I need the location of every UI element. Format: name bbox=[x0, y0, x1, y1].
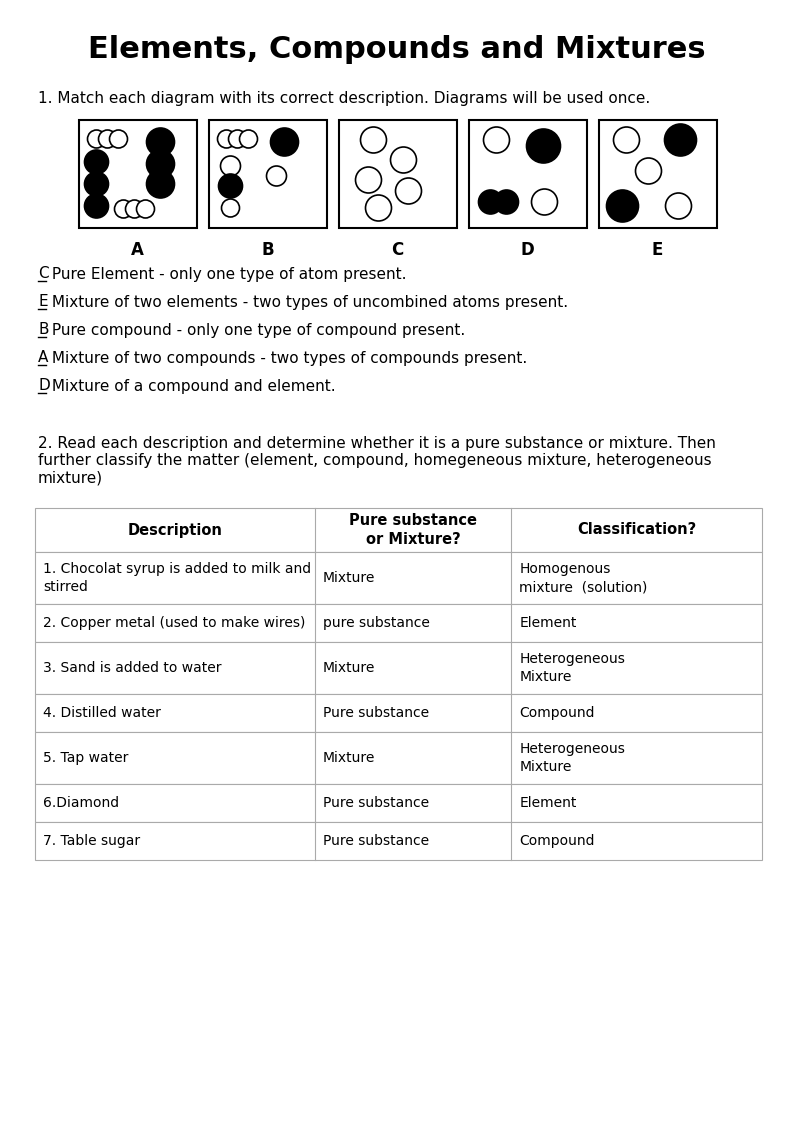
Text: Heterogeneous
Mixture: Heterogeneous Mixture bbox=[519, 652, 625, 684]
Text: Element: Element bbox=[519, 616, 576, 630]
Circle shape bbox=[219, 174, 242, 198]
Text: Element: Element bbox=[519, 796, 576, 811]
Text: 1. Chocolat syrup is added to milk and
stirred: 1. Chocolat syrup is added to milk and s… bbox=[43, 562, 311, 594]
Text: Classification?: Classification? bbox=[577, 522, 696, 537]
Text: Pure substance
or Mixture?: Pure substance or Mixture? bbox=[349, 513, 477, 547]
Bar bbox=[79, 120, 196, 228]
Circle shape bbox=[84, 172, 108, 196]
Circle shape bbox=[146, 128, 174, 156]
Text: Pure substance: Pure substance bbox=[323, 834, 429, 848]
Circle shape bbox=[146, 170, 174, 198]
Circle shape bbox=[99, 130, 117, 148]
Text: B: B bbox=[38, 323, 48, 337]
Circle shape bbox=[355, 166, 382, 193]
Circle shape bbox=[665, 124, 696, 156]
Bar bbox=[35, 508, 762, 552]
Text: 4. Distilled water: 4. Distilled water bbox=[43, 706, 161, 720]
Text: Homogenous
mixture  (solution): Homogenous mixture (solution) bbox=[519, 562, 648, 594]
Bar bbox=[35, 784, 762, 822]
Text: Mixture of two elements - two types of uncombined atoms present.: Mixture of two elements - two types of u… bbox=[47, 294, 568, 309]
Bar bbox=[208, 120, 327, 228]
Circle shape bbox=[607, 190, 638, 222]
Text: Pure substance: Pure substance bbox=[323, 706, 429, 720]
Bar bbox=[35, 822, 762, 860]
Circle shape bbox=[126, 200, 144, 218]
Circle shape bbox=[532, 189, 557, 215]
Circle shape bbox=[222, 200, 239, 217]
Circle shape bbox=[270, 128, 298, 156]
Text: C: C bbox=[38, 267, 48, 282]
Text: E: E bbox=[652, 241, 663, 259]
Text: A: A bbox=[38, 350, 48, 366]
Circle shape bbox=[114, 200, 133, 218]
Text: Mixture: Mixture bbox=[323, 751, 375, 765]
Circle shape bbox=[360, 127, 386, 153]
Circle shape bbox=[137, 200, 154, 218]
Circle shape bbox=[110, 130, 127, 148]
Bar bbox=[35, 552, 762, 604]
Circle shape bbox=[266, 166, 286, 186]
Text: Compound: Compound bbox=[519, 706, 595, 720]
Text: 3. Sand is added to water: 3. Sand is added to water bbox=[43, 661, 222, 675]
Text: Heterogeneous
Mixture: Heterogeneous Mixture bbox=[519, 742, 625, 774]
Circle shape bbox=[239, 130, 258, 148]
Text: 5. Tap water: 5. Tap water bbox=[43, 751, 128, 765]
Bar bbox=[35, 732, 762, 784]
Circle shape bbox=[483, 127, 510, 153]
Text: Pure Element - only one type of atom present.: Pure Element - only one type of atom pre… bbox=[47, 267, 406, 282]
Text: Pure substance: Pure substance bbox=[323, 796, 429, 811]
Bar bbox=[35, 694, 762, 732]
Circle shape bbox=[635, 158, 661, 184]
Text: Mixture of a compound and element.: Mixture of a compound and element. bbox=[47, 378, 335, 393]
Text: E: E bbox=[38, 294, 48, 309]
Circle shape bbox=[228, 130, 246, 148]
Text: 6.Diamond: 6.Diamond bbox=[43, 796, 119, 811]
Circle shape bbox=[526, 129, 560, 163]
Text: Mixture of two compounds - two types of compounds present.: Mixture of two compounds - two types of … bbox=[47, 350, 527, 366]
Text: C: C bbox=[391, 241, 404, 259]
Text: 2. Read each description and determine whether it is a pure substance or mixture: 2. Read each description and determine w… bbox=[38, 435, 716, 486]
Text: Mixture: Mixture bbox=[323, 661, 375, 675]
Circle shape bbox=[84, 150, 108, 174]
Circle shape bbox=[87, 130, 106, 148]
Circle shape bbox=[218, 130, 235, 148]
Circle shape bbox=[494, 190, 518, 214]
Circle shape bbox=[614, 127, 639, 153]
Circle shape bbox=[84, 194, 108, 218]
Text: Elements, Compounds and Mixtures: Elements, Compounds and Mixtures bbox=[88, 35, 706, 65]
Text: Pure compound - only one type of compound present.: Pure compound - only one type of compoun… bbox=[47, 323, 465, 337]
Circle shape bbox=[146, 150, 174, 178]
Circle shape bbox=[395, 178, 421, 204]
Text: A: A bbox=[131, 241, 144, 259]
Text: pure substance: pure substance bbox=[323, 616, 430, 630]
Bar bbox=[599, 120, 716, 228]
Bar bbox=[468, 120, 587, 228]
Circle shape bbox=[479, 190, 502, 214]
Bar bbox=[35, 642, 762, 694]
Bar bbox=[35, 604, 762, 642]
Circle shape bbox=[665, 193, 692, 219]
Circle shape bbox=[366, 195, 391, 221]
Text: 2. Copper metal (used to make wires): 2. Copper metal (used to make wires) bbox=[43, 616, 305, 630]
Bar bbox=[339, 120, 456, 228]
Text: Description: Description bbox=[127, 522, 223, 537]
Text: Compound: Compound bbox=[519, 834, 595, 848]
Text: D: D bbox=[521, 241, 534, 259]
Text: Mixture: Mixture bbox=[323, 571, 375, 585]
Text: D: D bbox=[38, 378, 50, 393]
Text: 7. Table sugar: 7. Table sugar bbox=[43, 834, 140, 848]
Text: B: B bbox=[262, 241, 273, 259]
Circle shape bbox=[390, 147, 417, 173]
Circle shape bbox=[220, 156, 241, 176]
Text: 1. Match each diagram with its correct description. Diagrams will be used once.: 1. Match each diagram with its correct d… bbox=[38, 90, 650, 106]
